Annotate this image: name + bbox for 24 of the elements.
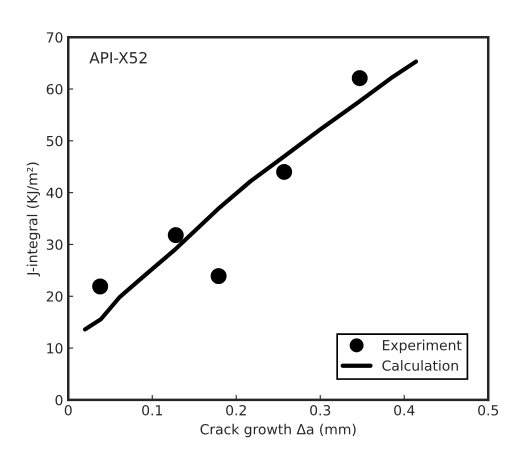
legend-label: Calculation xyxy=(382,360,458,371)
x-tick-label: 0.5 xyxy=(478,405,498,416)
x-tick-label: 0.4 xyxy=(394,405,415,416)
x-tick-label: 0.2 xyxy=(226,405,246,416)
legend-label: Experiment xyxy=(382,340,462,354)
y-tick-label: 10 xyxy=(47,343,62,354)
y-tick-label: 60 xyxy=(46,84,62,94)
point xyxy=(352,70,368,86)
point xyxy=(168,227,184,244)
y-tick-label: 70 xyxy=(46,32,62,43)
x-tick-label: 0 xyxy=(64,405,72,416)
y-axis-title: J-integral (KJ/m²) xyxy=(26,162,40,276)
y-tick-label: 30 xyxy=(46,239,62,250)
x-tick-label: 0.3 xyxy=(310,405,330,416)
y-tick-label: 50 xyxy=(46,136,62,146)
point xyxy=(210,268,227,284)
annotation: API-X52 xyxy=(89,52,147,64)
y-tick-label: 20 xyxy=(46,291,62,302)
point xyxy=(276,164,292,180)
y-tick-label: 40 xyxy=(46,188,62,198)
x-tick-label: 0.1 xyxy=(142,405,162,416)
x-axis-title: Crack growth Δa (mm) xyxy=(200,424,356,438)
y-tick-label: 0 xyxy=(55,394,62,406)
point xyxy=(92,278,108,294)
